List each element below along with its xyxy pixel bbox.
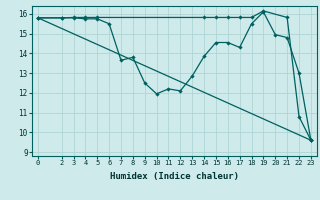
X-axis label: Humidex (Indice chaleur): Humidex (Indice chaleur) — [110, 172, 239, 181]
